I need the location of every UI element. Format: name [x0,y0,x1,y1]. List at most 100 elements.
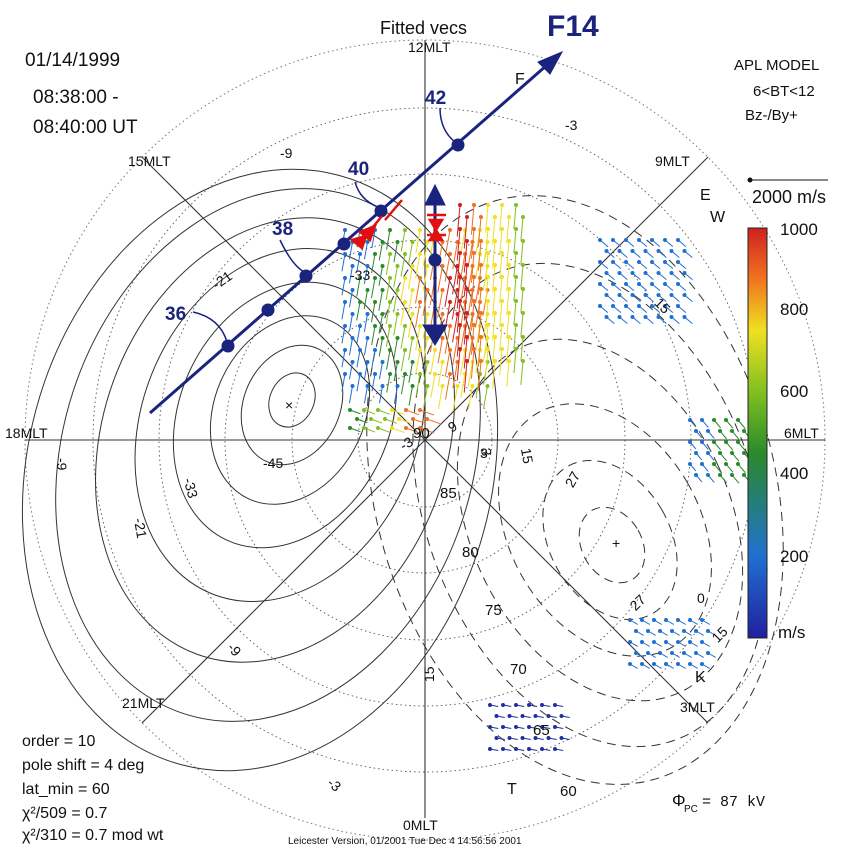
fit-parameters: order = 10 pole shift = 4 deg lat_min = … [22,733,164,844]
vector [470,228,475,259]
satellite-track [149,50,564,415]
svg-text:2000 m/s: 2000 m/s [752,187,826,207]
vector-origin [418,372,422,376]
vector [385,301,391,325]
vector-origin [365,336,370,340]
vector [477,288,482,319]
vector-origin [514,747,518,751]
vector [341,277,346,296]
vector [419,409,435,416]
vector-origin [376,408,380,412]
vector-origin [418,300,422,304]
vector-origin [706,651,710,655]
vector [393,289,398,313]
vector [506,264,510,291]
svg-text:3: 3 [478,447,495,458]
vector-origin [479,287,483,291]
svg-text:-9: -9 [54,458,70,471]
vector-origin [682,651,686,655]
vector-origin [658,629,662,633]
vector-origin [465,263,469,267]
vector [415,253,421,279]
vector [400,349,406,372]
vector [422,265,428,291]
svg-text:PC: PC [684,804,698,815]
vector-origin [458,347,462,351]
vector-origin [350,264,355,268]
label-6mlt: 6MLT [784,425,819,441]
vector-origin [403,252,407,256]
vector [463,336,468,369]
lat-label-65: 65 [533,722,550,739]
vector-origin [514,227,518,231]
vector-origin [488,725,492,729]
potential-minimum-marker: × [285,397,293,413]
vector-origin [472,227,476,231]
vector-origin [343,252,347,256]
vector [356,301,361,321]
vector [422,241,428,266]
vector-origin [458,251,462,255]
vector [506,216,510,243]
vector-origin [358,252,362,256]
vector-origin [388,348,392,352]
vector [520,240,524,265]
vector-origin [479,335,483,339]
vector [463,216,468,249]
vector-origin [637,238,641,242]
vector [348,241,353,260]
pass-time-42: 42 [425,88,446,109]
vector-origin [488,703,492,707]
vector [437,265,443,293]
vector [393,265,398,288]
vector-origin [670,651,674,655]
svg-text:15: 15 [421,666,437,682]
vector-origin [425,264,430,268]
vector-origin [343,324,347,328]
vector-origin [624,282,628,286]
vector [485,300,489,329]
vector-origin [676,640,680,644]
vector-origin [706,429,710,433]
svg-text:Φ: Φ [672,791,686,810]
vector-origin [380,384,385,388]
vector-origin [395,312,400,316]
vector-origin [598,238,602,242]
vector-origin [553,725,557,729]
svg-text:27: 27 [626,591,648,613]
vector-origin [479,311,483,315]
vector [393,337,398,359]
vector [467,241,473,268]
vector [378,385,383,404]
vector-origin [403,228,407,232]
vector [492,288,496,317]
vector-origin [493,215,497,219]
vector [378,337,383,357]
vector-origin [688,662,692,666]
vector-origin [458,299,462,303]
svg-text:order = 10: order = 10 [22,733,95,750]
vector-origin [634,651,638,655]
vector-origin [500,203,504,207]
vector-origin [650,304,654,308]
vector-origin [617,293,622,297]
vector [393,313,398,336]
date-label: 01/14/1999 [25,50,120,71]
vector [485,252,489,281]
vector-origin [425,336,430,340]
vector-origin [373,324,377,328]
vector-origin [395,240,400,244]
vector-origin [448,324,452,328]
vector-origin [546,714,551,718]
vector-origin [514,299,518,303]
vector-origin [500,275,504,279]
vector-origin [694,429,698,433]
vector-origin [527,725,531,729]
vector [408,385,413,406]
vector-origin [676,304,680,308]
velocity-scale: 2000 m/s [747,177,828,207]
radar-E: E [700,187,711,204]
vector-origin [388,300,392,304]
vector-origin [395,264,400,268]
vector-origin [617,271,622,275]
